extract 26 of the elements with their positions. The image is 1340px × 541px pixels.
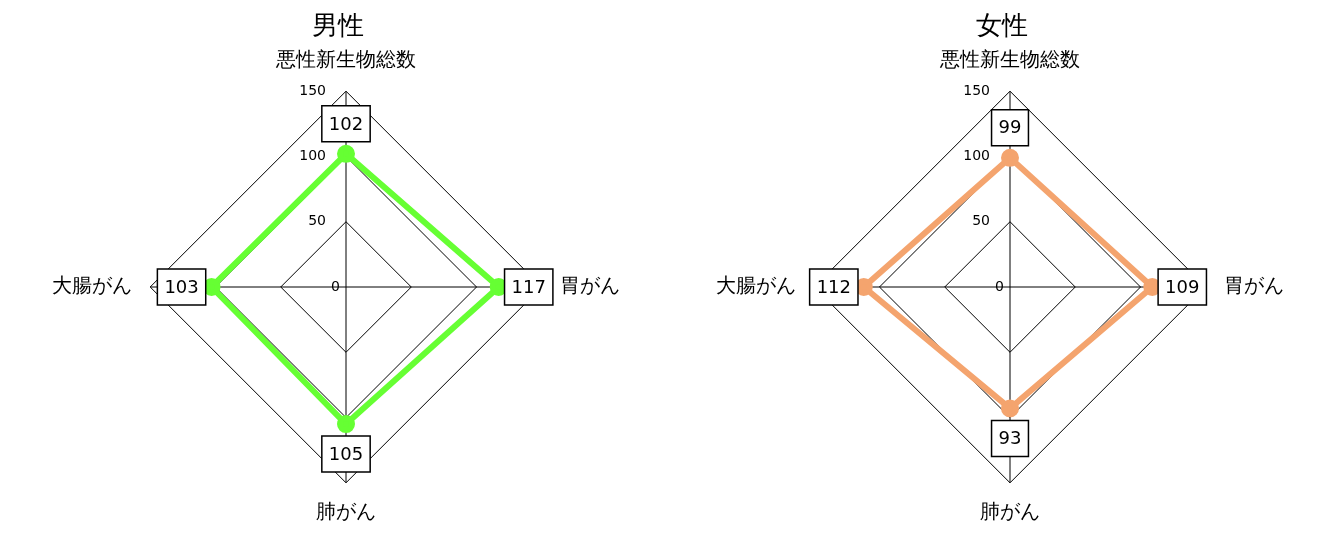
data-label: 117 — [511, 275, 546, 297]
data-label: 112 — [816, 275, 851, 297]
y-tick-label: 100 — [963, 147, 990, 164]
data-label: 93 — [998, 427, 1022, 449]
spoke-label: 胃がん — [1223, 273, 1284, 298]
y-tick-label: 50 — [308, 212, 326, 229]
chart-title: 男性 — [312, 10, 364, 41]
data-label: 103 — [164, 275, 199, 297]
spoke-label: 大腸がん — [52, 273, 133, 298]
spoke-label: 悪性新生物総数 — [939, 47, 1080, 72]
spoke-label: 胃がん — [559, 273, 620, 298]
spoke-label: 肺がん — [980, 499, 1040, 523]
y-tick-label: 150 — [299, 81, 326, 98]
data-label: 105 — [328, 442, 364, 464]
spoke-label: 大腸がん — [716, 273, 797, 298]
y-tick-label: 50 — [972, 212, 990, 229]
spoke-label: 肺がん — [316, 499, 376, 523]
y-tick-label: 0 — [995, 277, 1004, 294]
chart-title: 女性 — [976, 10, 1028, 41]
spoke-label: 悪性新生物総数 — [275, 47, 416, 72]
data-label: 109 — [1165, 275, 1200, 297]
data-label: 102 — [328, 112, 364, 134]
y-tick-label: 100 — [299, 147, 326, 164]
y-tick-label: 150 — [963, 81, 990, 98]
data-label: 99 — [998, 116, 1022, 138]
y-tick-label: 0 — [331, 277, 340, 294]
